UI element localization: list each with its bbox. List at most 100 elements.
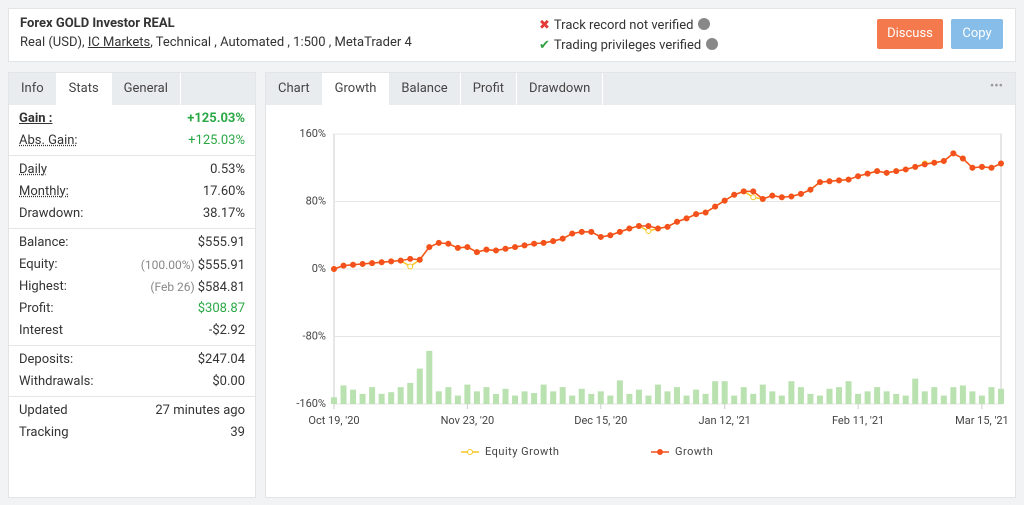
point [616,228,623,235]
bar [693,389,700,404]
tab[interactable]: Stats [56,73,112,105]
bar [702,393,709,404]
point [788,193,795,200]
point [950,150,957,157]
stats-row: Deposits: $247.04 [9,349,255,371]
stat-value: 39 [230,425,245,440]
point [969,164,976,171]
stat-value: 27 minutes ago [155,403,245,418]
stat-label: Highest: [19,279,67,294]
stat-value-wrap: -$2.92 [209,320,245,342]
bar [350,389,357,404]
bar [426,350,433,404]
x-tick-label: Dec 15, '20 [574,414,627,427]
subtitle-rest: , Technical , Automated , 1:500 , MetaTr… [150,35,412,50]
bar [512,395,519,404]
bar [921,391,928,404]
bar [416,368,423,404]
bar [731,395,738,404]
stat-value: $0.00 [212,374,245,389]
point [645,228,652,235]
bar [464,384,471,404]
stat-value-wrap: (100.00%) $555.91 [141,254,245,276]
point [769,192,776,199]
subtitle-prefix: Real (USD), [20,35,85,50]
stat-value: +125.03% [187,111,245,126]
point [635,222,642,229]
point [712,203,719,210]
point [569,230,576,237]
point [893,168,900,175]
bar [988,387,995,404]
point [359,260,366,267]
x-tick-label: Mar 15, '21 [955,414,1009,427]
point [464,244,471,251]
bar [531,393,538,404]
bar [521,391,528,404]
stat-label: Monthly: [19,184,69,199]
button[interactable]: Discuss [877,19,943,49]
point [473,249,480,256]
bar [607,395,614,404]
status-icon: ✔ [539,38,550,53]
bar [654,384,661,404]
status-item: ✖ Track record not verified [539,16,718,36]
chart-panel: Chart Growth Balance Profit Drawdown ••• -16… [265,72,1016,498]
stat-label: Deposits: [19,352,74,367]
legend-marker [467,449,473,455]
tab[interactable]: Balance [389,73,461,105]
broker-link[interactable]: IC Markets [87,35,151,50]
bar [950,387,957,404]
tab[interactable]: Drawdown [517,73,604,105]
point [693,211,700,218]
bar [540,384,547,404]
point [416,256,423,263]
stat-label: Daily [19,162,48,177]
info-icon [706,38,719,50]
point [578,228,585,235]
menu[interactable]: ••• [989,79,1003,94]
stat-label: Updated [19,403,68,418]
bar [759,384,766,404]
bar [978,395,985,404]
title: Forex GOLD Investor REAL [20,16,175,31]
point [683,215,690,222]
point [331,266,337,272]
point [654,225,661,232]
status-item: ✔ Trading privileges verified [539,36,719,56]
x-tick-label: Jan 12, '21 [698,414,750,427]
tab[interactable]: General [111,73,181,105]
point [750,188,757,195]
tab[interactable]: Profit [460,73,518,105]
stats-row: Withdrawals: $0.00 [9,371,255,393]
header: Forex GOLD Investor REAL Real (USD), IC … [8,8,1016,62]
stat-value-wrap: +125.03% [187,108,245,130]
bar [721,381,728,404]
point [864,170,871,177]
stat-value: $555.91 [197,235,245,250]
point [645,222,652,229]
stat-value: $584.81 [197,280,245,295]
point [369,260,376,267]
subtitle: Real (USD), IC Markets, Technical , Auto… [20,35,412,50]
point [750,194,757,201]
button[interactable]: Copy [951,19,1003,49]
stat-value-wrap: 27 minutes ago [155,400,245,422]
tab[interactable]: Growth [322,73,390,105]
bar [550,391,557,404]
bar [864,391,871,404]
bar [893,393,900,404]
point [445,240,452,247]
bar [340,385,347,404]
stat-value: 17.60% [202,184,245,199]
point [502,245,509,252]
bar [674,387,681,404]
point [988,164,995,171]
bar [626,393,633,404]
stat-value-wrap: +125.03% [188,130,245,152]
stat-value: -$2.92 [208,323,245,338]
bar [435,391,442,404]
stat-label: Gain : [19,111,53,126]
point [540,239,547,246]
tab[interactable]: Info [9,73,57,105]
